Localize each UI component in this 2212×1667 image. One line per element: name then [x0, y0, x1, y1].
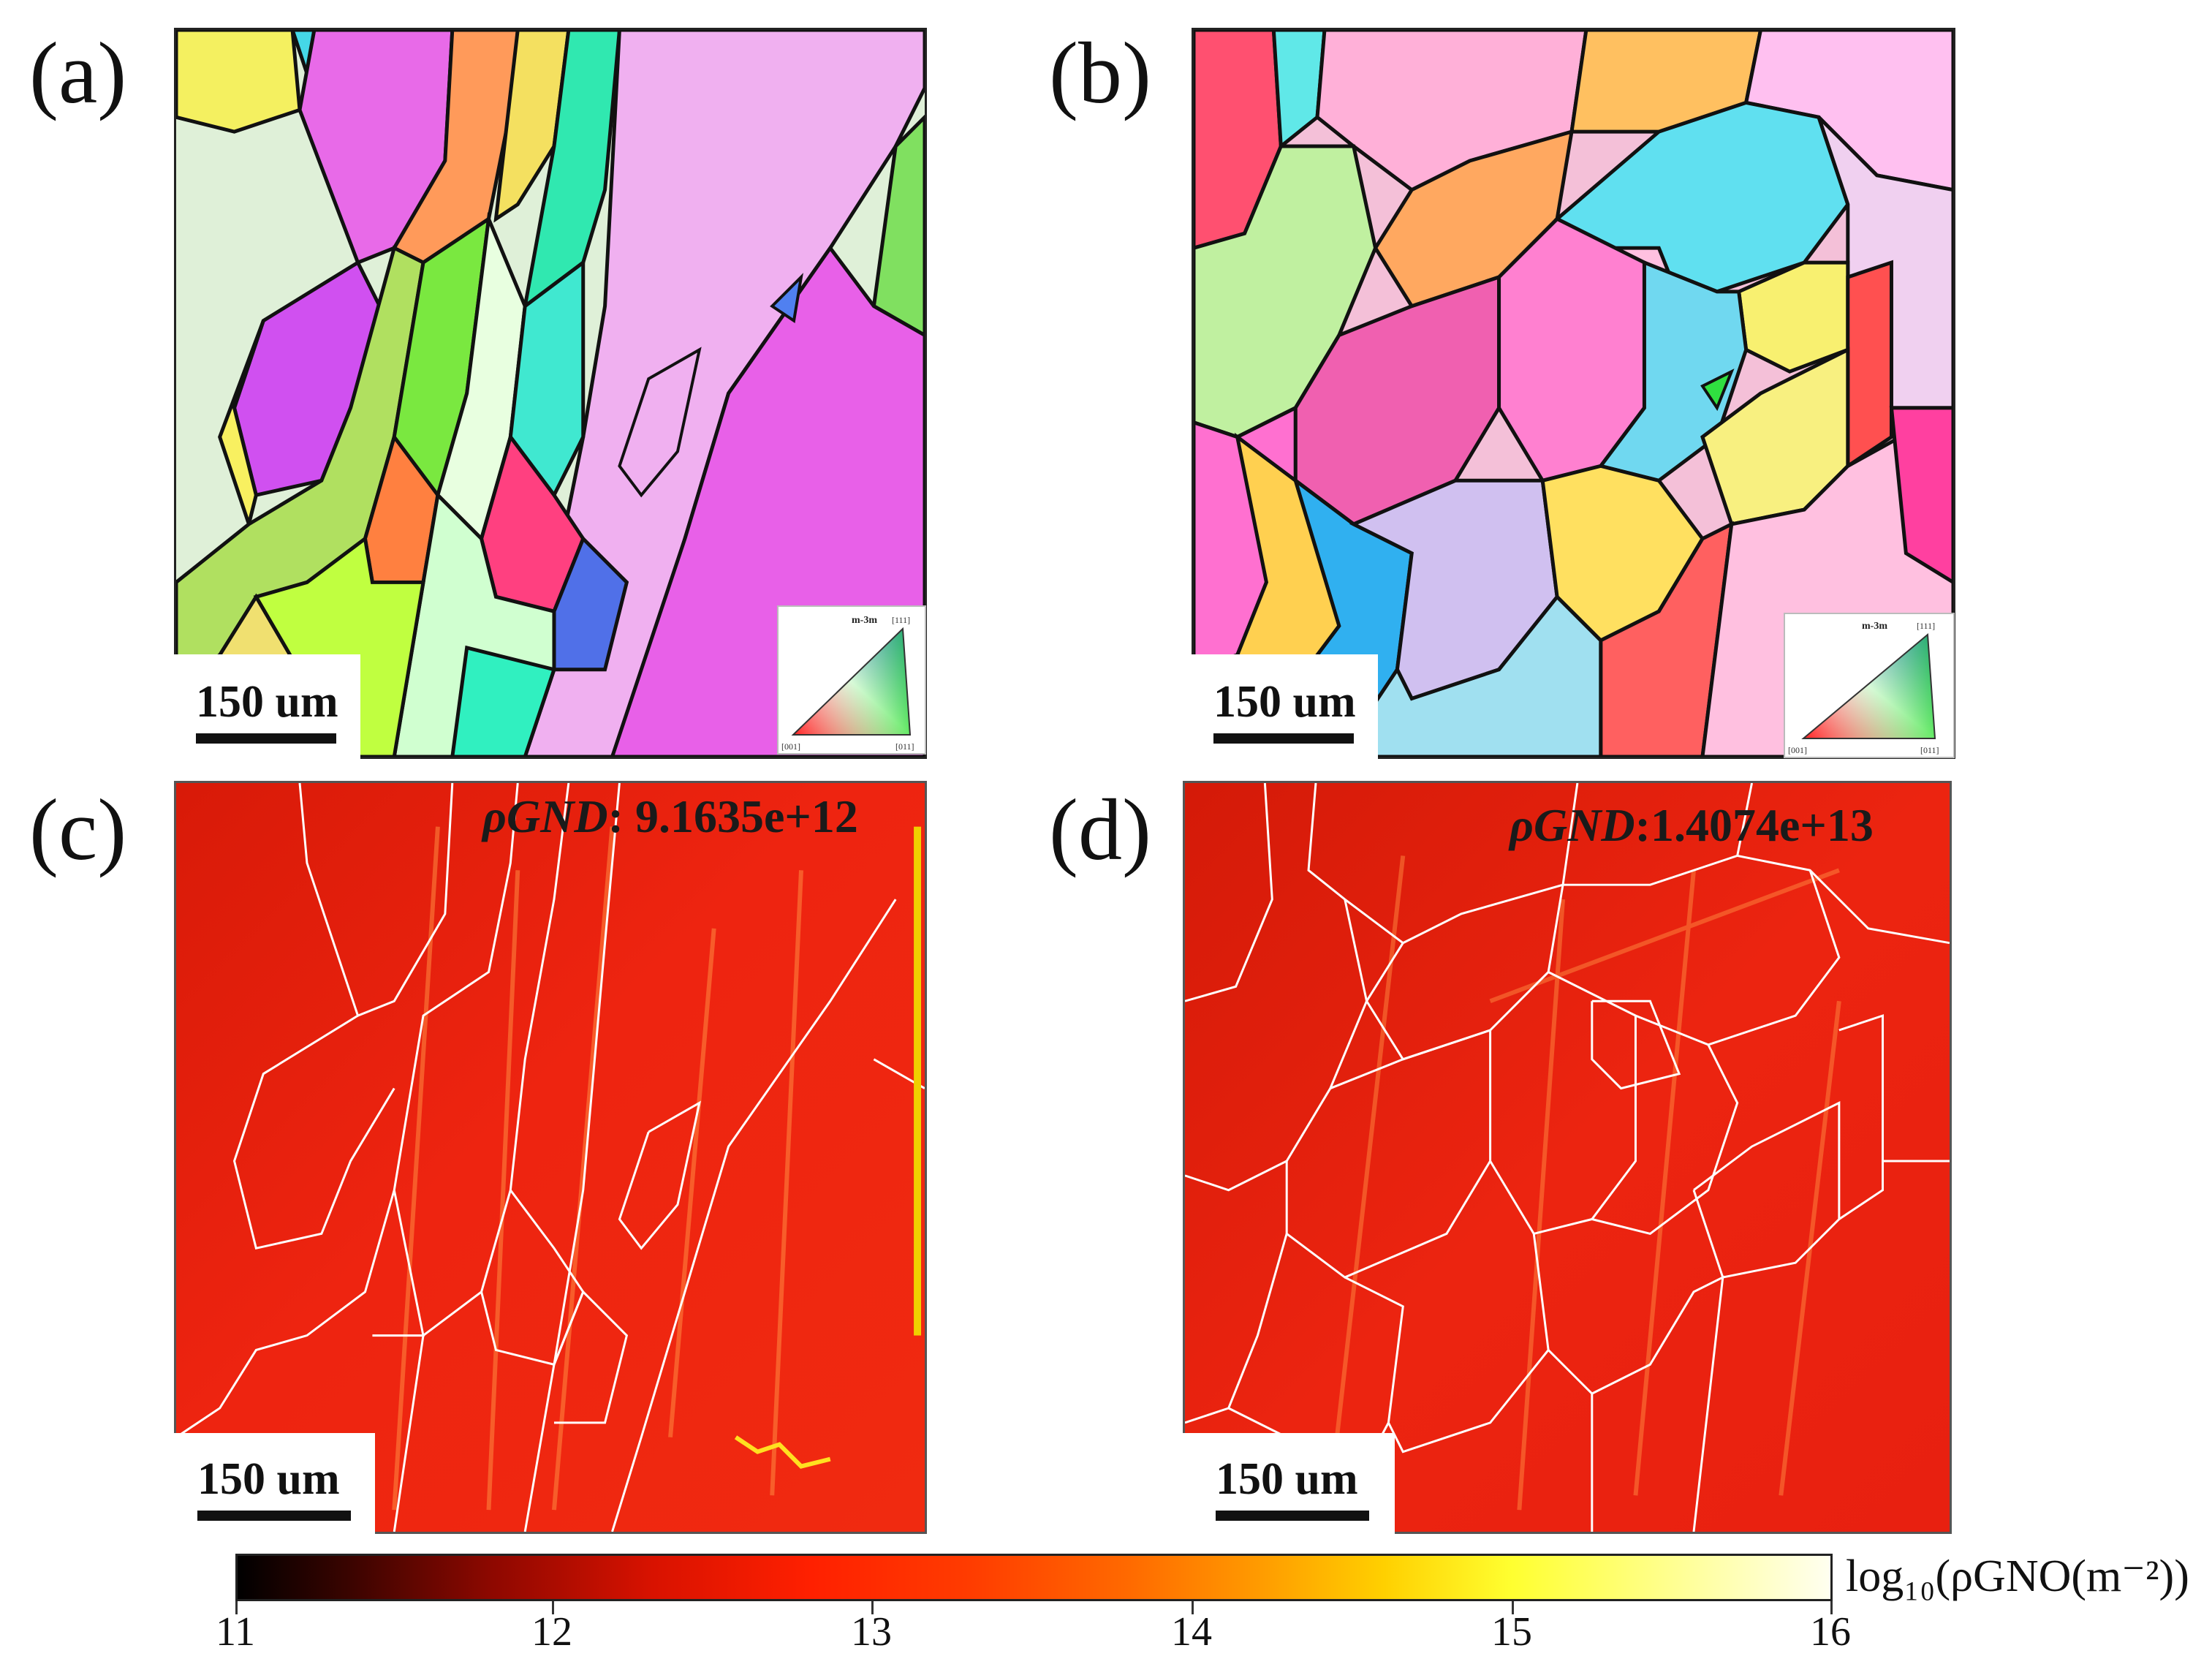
colorbar-tick-label: 16 [1810, 1609, 1851, 1655]
colorbar-tick-label: 11 [216, 1609, 255, 1655]
panel-label-a: (a) [29, 24, 127, 121]
colorbar-tick-15 [1512, 1601, 1514, 1614]
colorbar-tick-16 [1830, 1601, 1833, 1614]
ipf-key-b: m-3m [111] [001] [011] [1784, 613, 1955, 758]
ipf-map-a [174, 28, 927, 759]
ipf-key-corner-left-a: [001] [781, 741, 800, 752]
ipf-key-corner-top-a: [111] [892, 615, 910, 625]
ipf-key-a: m-3m [111] [001] [011] [777, 605, 926, 755]
gnd-value-c: : 9.1635e+12 [607, 790, 858, 842]
ipf-key-corner-top-b: [111] [1917, 621, 1935, 631]
colorbar [235, 1554, 1833, 1601]
colorbar-title: log₁₀(ρGNO(m⁻²)) [1846, 1551, 2189, 1601]
colorbar-tick-12 [552, 1601, 554, 1614]
scalebar-box-c: 150 um [174, 1433, 375, 1535]
ipf-grains-a [176, 30, 925, 757]
colorbar-tick-label: 15 [1491, 1609, 1532, 1655]
scalebar-d [1216, 1511, 1369, 1521]
ipf-triangle-a: m-3m [111] [001] [011] [781, 615, 914, 752]
scalebar-c [197, 1511, 351, 1521]
scalebar-label-b: 150 um [1213, 677, 1356, 727]
ipf-key-title-a: m-3m [852, 615, 877, 626]
gnd-density-label-d: ρGND:1.4074e+13 [1510, 798, 1874, 853]
ipf-grains-b [1194, 30, 1953, 757]
gnd-map-d [1183, 781, 1952, 1534]
ipf-triangle-b: m-3m [111] [001] [011] [1788, 621, 1939, 755]
scalebar-label-a: 150 um [196, 677, 338, 727]
colorbar-tick-11 [235, 1601, 238, 1614]
gnd-boundaries-d [1185, 783, 1950, 1532]
colorbar-tick-14 [1192, 1601, 1194, 1614]
colorbar-tick-label: 12 [531, 1609, 572, 1655]
scalebar-label-c: 150 um [197, 1454, 340, 1504]
gnd-symbol-d: ρGND [1510, 799, 1635, 851]
scalebar-box-a: 150 um [174, 654, 360, 759]
panel-label-c: (c) [29, 781, 127, 878]
ipf-key-title-b: m-3m [1862, 621, 1887, 632]
ipf-key-corner-right-b: [011] [1920, 745, 1939, 755]
panel-label-b: (b) [1049, 24, 1151, 121]
colorbar-tick-label: 13 [851, 1609, 892, 1655]
gnd-map-c [174, 781, 927, 1534]
ipf-key-corner-left-b: [001] [1788, 745, 1807, 755]
ipf-key-corner-right-a: [011] [895, 741, 914, 752]
gnd-boundaries-c [176, 783, 925, 1532]
panel-label-d: (d) [1049, 781, 1151, 878]
scalebar-label-d: 150 um [1216, 1454, 1358, 1504]
scalebar-b [1213, 733, 1354, 744]
scalebar-box-d: 150 um [1183, 1433, 1395, 1535]
gnd-value-d: :1.4074e+13 [1635, 799, 1874, 851]
ipf-map-b [1192, 28, 1955, 759]
scalebar-box-b: 150 um [1192, 654, 1378, 759]
colorbar-tick-label: 14 [1171, 1609, 1212, 1655]
gnd-density-label-c: ρGND: 9.1635e+12 [482, 790, 858, 844]
scalebar-a [196, 733, 336, 744]
gnd-symbol-c: ρGND [482, 790, 608, 842]
colorbar-tick-13 [871, 1601, 874, 1614]
